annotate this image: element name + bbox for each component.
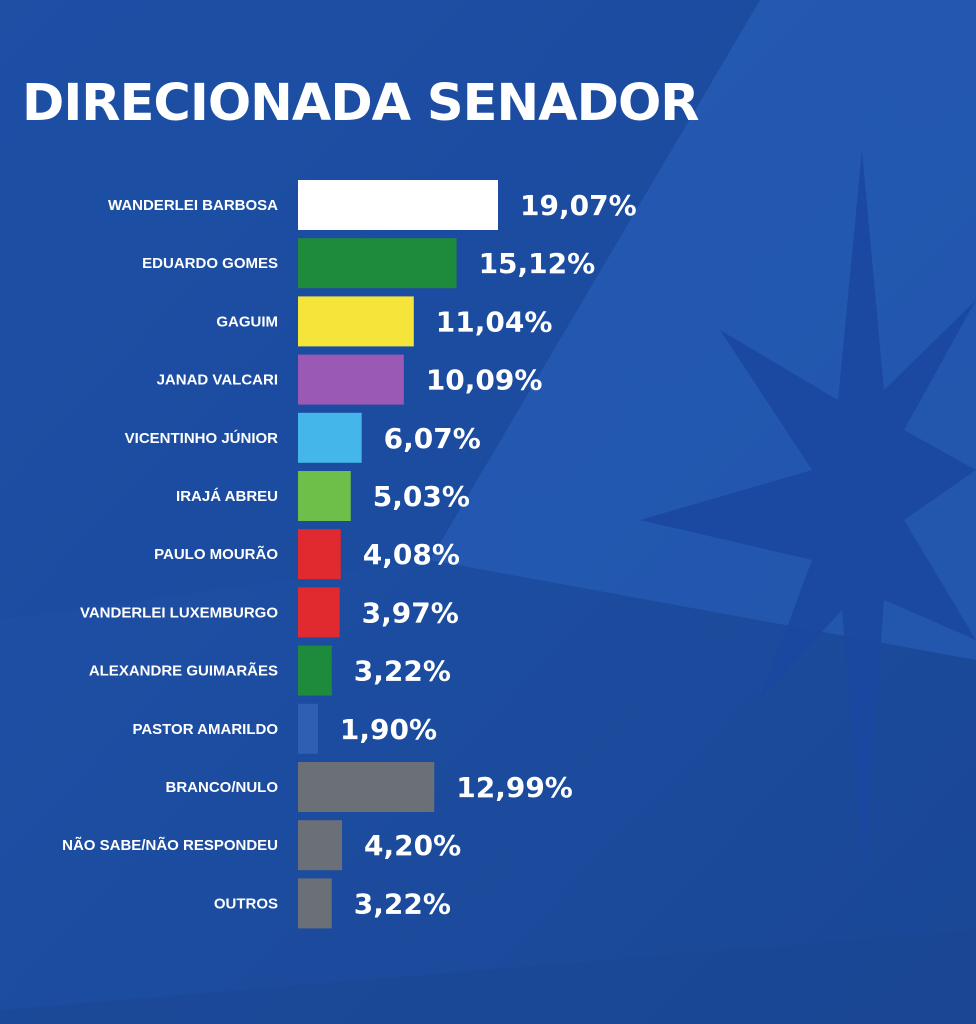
value-label-9: 1,90%: [340, 713, 437, 746]
category-label-5: IRAJÁ ABREU: [176, 488, 278, 505]
bar-12: [298, 878, 332, 929]
bar-0: [298, 180, 498, 230]
category-label-6: PAULO MOURÃO: [154, 545, 278, 563]
bar-9: [298, 703, 318, 754]
bar-8: [298, 645, 332, 696]
value-label-0: 19,07%: [520, 189, 637, 222]
value-label-5: 5,03%: [373, 480, 470, 513]
chart-title: DIRECIONADA SENADOR: [22, 74, 700, 133]
value-label-4: 6,07%: [384, 422, 481, 455]
star-emblem-icon: [640, 150, 976, 870]
bar-2: [298, 296, 414, 347]
bar-10: [298, 762, 435, 812]
bar-4: [298, 412, 362, 463]
category-label-12: OUTROS: [214, 895, 278, 912]
category-label-11: NÃO SABE/NÃO RESPONDEU: [62, 836, 278, 854]
category-label-10: BRANCO/NULO: [166, 779, 279, 796]
category-label-3: JANAD VALCARI: [157, 372, 278, 389]
category-label-9: PASTOR AMARILDO: [132, 721, 278, 738]
bar-1: [298, 238, 457, 289]
value-label-8: 3,22%: [354, 655, 451, 688]
category-label-1: EDUARDO GOMES: [142, 255, 278, 272]
category-label-0: WANDERLEI BARBOSA: [108, 197, 278, 214]
category-label-7: VANDERLEI LUXEMBURGO: [80, 604, 278, 621]
value-label-1: 15,12%: [479, 247, 596, 280]
value-label-3: 10,09%: [426, 364, 543, 397]
value-label-10: 12,99%: [456, 771, 573, 804]
value-label-7: 3,97%: [362, 596, 459, 629]
value-label-2: 11,04%: [436, 305, 553, 338]
bar-6: [298, 529, 341, 580]
value-label-12: 3,22%: [354, 887, 451, 920]
value-label-11: 4,20%: [364, 829, 461, 862]
bar-5: [298, 471, 351, 521]
bar-11: [298, 820, 343, 871]
value-label-6: 4,08%: [363, 538, 460, 571]
category-label-8: ALEXANDRE GUIMARÃES: [89, 662, 278, 680]
category-label-2: GAGUIM: [216, 313, 278, 330]
bar-3: [298, 354, 404, 405]
category-label-4: VICENTINHO JÚNIOR: [125, 429, 279, 447]
bar-7: [298, 587, 340, 638]
